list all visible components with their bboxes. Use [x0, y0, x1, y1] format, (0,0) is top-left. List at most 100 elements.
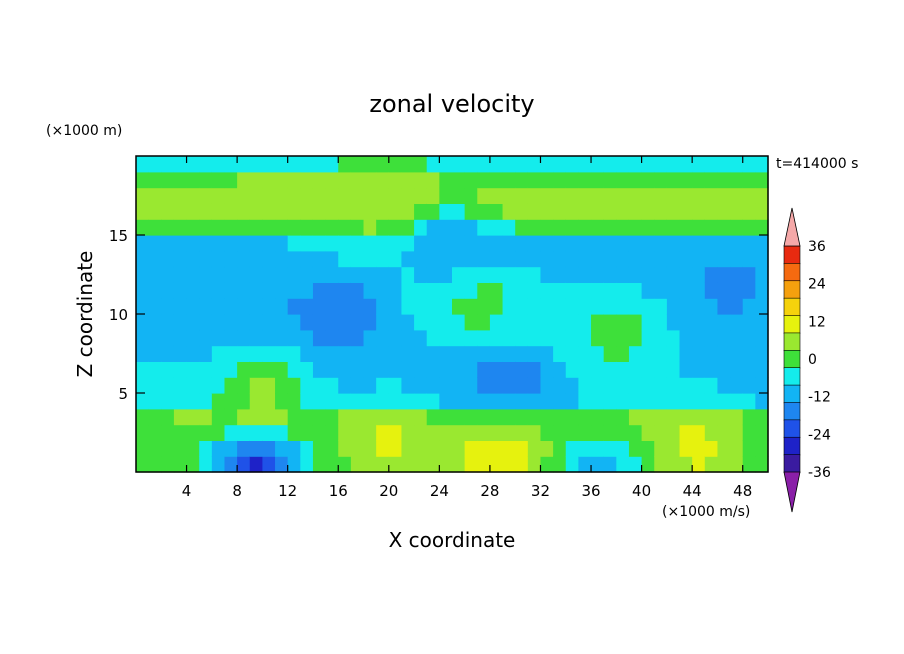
field-cell: [515, 219, 529, 236]
field-cell: [211, 424, 226, 441]
field-cell: [363, 314, 377, 331]
field-cell: [515, 187, 529, 204]
field-cell: [654, 282, 668, 299]
field-cell: [388, 187, 403, 204]
field-cell: [249, 440, 263, 457]
field-cell: [527, 171, 542, 189]
field-cell: [426, 345, 440, 362]
field-cell: [262, 424, 276, 441]
field-cell: [237, 361, 251, 378]
field-cell: [262, 456, 276, 473]
field-cell: [426, 424, 440, 441]
field-cell: [717, 377, 731, 394]
field-cell: [616, 440, 630, 457]
field-cell: [350, 171, 365, 189]
field-cell: [755, 408, 769, 426]
field-cell: [173, 298, 188, 315]
colorbar-swatch: [783, 297, 801, 317]
field-cell: [161, 393, 175, 410]
field-cell: [527, 314, 542, 331]
field-cell: [376, 456, 390, 473]
x-axis: 4 8 12 16 20 24 28 32 36 40 44 48: [182, 156, 752, 500]
field-cell: [287, 156, 301, 173]
field-cell: [224, 171, 238, 189]
field-cell: [565, 440, 579, 457]
field-cell: [616, 345, 630, 362]
colorbar-max-triangle: [783, 207, 801, 247]
field-cell: [249, 203, 263, 220]
field-cell: [527, 298, 542, 315]
field-cell: [388, 440, 403, 457]
field-cell: [502, 203, 516, 220]
field-cell: [679, 219, 693, 236]
field-cell: [717, 282, 731, 299]
field-cell: [477, 203, 491, 220]
field-cell: [173, 314, 188, 331]
field-cell: [338, 282, 352, 299]
field-cell: [136, 171, 150, 189]
field-cell: [199, 440, 213, 457]
field-cell: [464, 424, 478, 441]
field-cell: [464, 408, 478, 426]
field-cell: [502, 250, 516, 268]
field-cell: [439, 345, 453, 362]
field-cell: [679, 440, 693, 457]
field-cell: [439, 456, 453, 473]
field-cell: [262, 266, 276, 283]
field-cell: [717, 361, 731, 378]
field-cell: [692, 329, 706, 347]
field-cell: [628, 187, 643, 204]
field-cell: [300, 329, 314, 347]
field-cell: [325, 266, 339, 283]
field-cell: [654, 408, 668, 426]
field-cell: [224, 408, 238, 426]
field-cell: [540, 266, 554, 283]
field-cell: [173, 203, 188, 220]
field-cell: [540, 393, 554, 410]
field-cell: [717, 424, 731, 441]
field-cell: [464, 219, 478, 236]
field-cell: [376, 440, 390, 457]
field-cell: [224, 298, 238, 315]
y-axis-label: Z coordinate: [73, 251, 97, 378]
field-cell: [679, 408, 693, 426]
field-cell: [628, 408, 643, 426]
field-cell: [325, 235, 339, 252]
field-cell: [452, 235, 466, 252]
field-cell: [439, 329, 453, 347]
field-cell: [414, 314, 428, 331]
field-cell: [730, 219, 744, 236]
field-cell: [553, 440, 567, 457]
field-cell: [489, 393, 504, 410]
field-cell: [628, 219, 643, 236]
field-cell: [730, 329, 744, 347]
field-cell: [515, 314, 529, 331]
field-cell: [148, 219, 162, 236]
field-cell: [388, 393, 403, 410]
field-cell: [199, 203, 213, 220]
field-cell: [439, 266, 453, 283]
field-cell: [502, 440, 516, 457]
field-cell: [350, 250, 365, 268]
field-cell: [350, 156, 365, 173]
field-cell: [249, 408, 263, 426]
field-cell: [237, 298, 251, 315]
field-cell: [540, 361, 554, 378]
field-cell: [275, 456, 289, 473]
field-cell: [502, 393, 516, 410]
field-cell: [249, 329, 263, 347]
field-cell: [325, 408, 339, 426]
field-cell: [237, 408, 251, 426]
field-cell: [186, 298, 200, 315]
field-cell: [452, 393, 466, 410]
field-cell: [717, 393, 731, 410]
field-cell: [237, 171, 251, 189]
field-cell: [136, 203, 150, 220]
field-cell: [262, 156, 276, 173]
field-cell: [186, 440, 200, 457]
field-cell: [477, 266, 491, 283]
field-cell: [679, 377, 693, 394]
field-cell: [173, 377, 188, 394]
field-cell: [388, 345, 403, 362]
field-cell: [388, 219, 403, 236]
